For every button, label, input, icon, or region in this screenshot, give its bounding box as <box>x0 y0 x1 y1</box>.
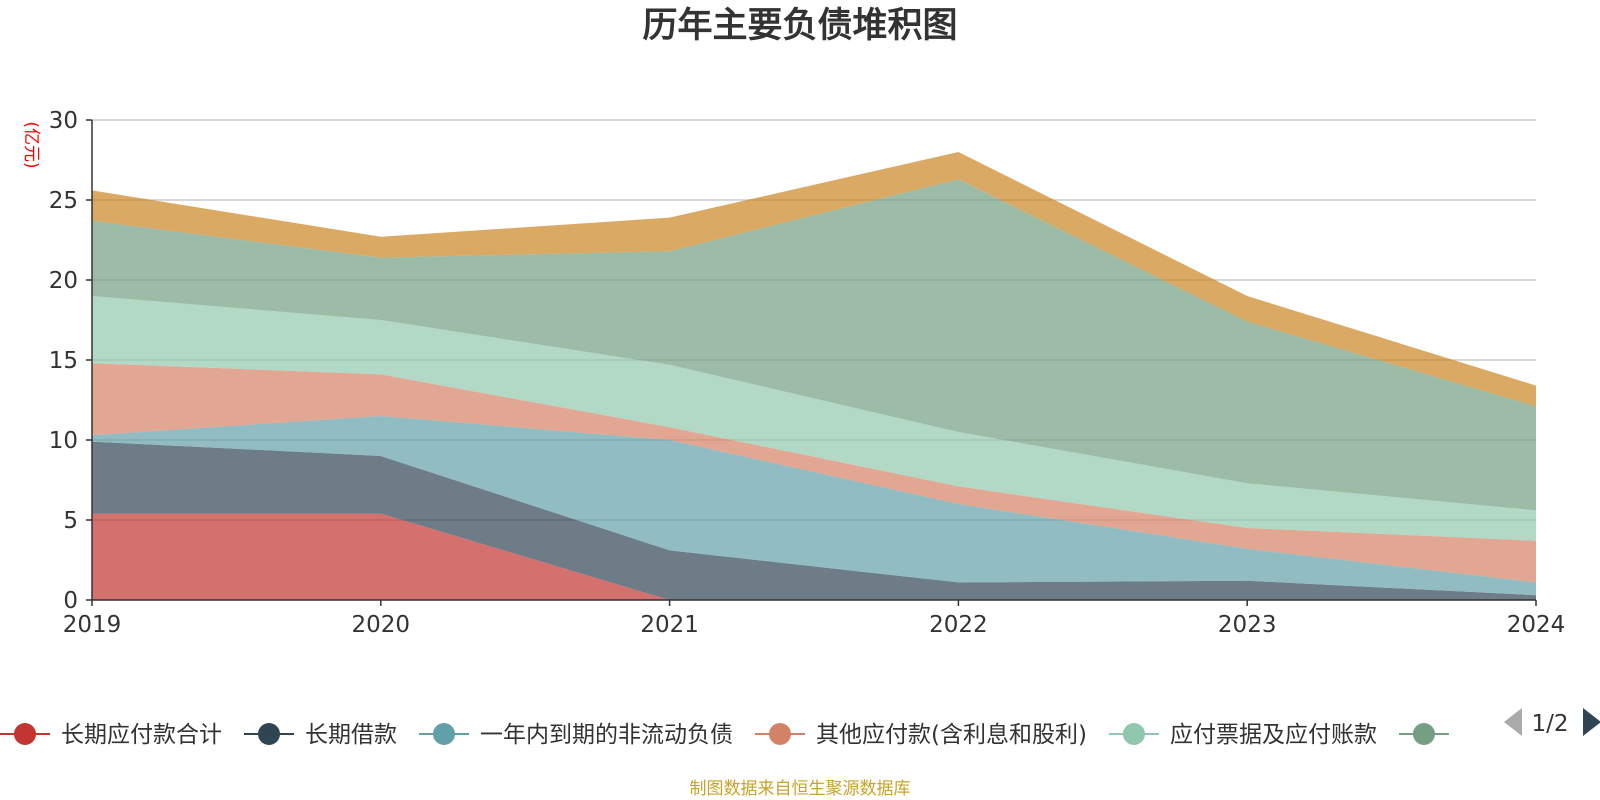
legend-item-5[interactable] <box>1398 723 1449 745</box>
x-tick-label: 2022 <box>929 612 988 638</box>
legend-marker-icon <box>433 723 455 745</box>
legend-label: 长期应付款合计 <box>61 722 222 748</box>
legend-marker-icon <box>258 723 280 745</box>
area-series-0[interactable] <box>92 513 1536 600</box>
legend: 长期应付款合计 长期借款 一年内到期的非流动负债 其他应付款(含利息和股利) 应付票据及… <box>0 722 1449 748</box>
y-tick-label: 30 <box>49 108 78 134</box>
legend-marker-icon <box>1122 723 1145 745</box>
x-tick-label: 2020 <box>352 612 411 638</box>
data-source-note: 制图数据来自恒生聚源数据库 <box>690 779 911 799</box>
axes: 0 5 10 15 20 25 30 2019 2020 2021 2022 2023 2024 <box>49 108 1566 638</box>
y-unit-label: (亿元) <box>21 121 41 168</box>
legend-marker-icon <box>769 723 791 745</box>
legend-page-indicator: 1/2 <box>1531 711 1568 737</box>
y-tick-label: 0 <box>63 588 78 614</box>
legend-label: 应付票据及应付账款 <box>1170 722 1377 748</box>
y-tick-label: 10 <box>49 428 78 454</box>
x-tick-label: 2024 <box>1507 612 1566 638</box>
y-tick-label: 20 <box>49 268 78 294</box>
x-tick-label: 2023 <box>1218 612 1277 638</box>
x-tick-label: 2019 <box>63 612 122 638</box>
legend-item-3[interactable]: 其他应付款(含利息和股利) <box>755 722 1087 748</box>
area-series-1[interactable] <box>92 441 1536 600</box>
legend-marker-icon <box>14 723 36 745</box>
y-tick-label: 15 <box>49 348 78 374</box>
area-series-2[interactable] <box>92 416 1536 596</box>
legend-marker-icon <box>1412 723 1435 745</box>
stacked-areas <box>92 152 1536 600</box>
legend-item-1[interactable]: 长期借款 <box>244 722 397 748</box>
legend-pager: 1/2 <box>1504 708 1600 737</box>
legend-prev-icon[interactable] <box>1504 708 1522 736</box>
area-series-3[interactable] <box>92 363 1536 583</box>
area-series-5[interactable] <box>92 179 1536 511</box>
legend-item-4[interactable]: 应付票据及应付账款 <box>1108 722 1377 748</box>
legend-next-icon[interactable] <box>1583 708 1600 736</box>
chart-title: 历年主要负债堆积图 <box>642 6 957 46</box>
legend-label: 长期借款 <box>305 722 397 748</box>
legend-label: 一年内到期的非流动负债 <box>480 722 733 748</box>
area-series-6[interactable] <box>92 152 1536 407</box>
y-tick-label: 5 <box>63 508 78 534</box>
area-series-4[interactable] <box>92 296 1536 541</box>
y-tick-label: 25 <box>49 188 78 214</box>
legend-label: 其他应付款(含利息和股利) <box>816 722 1087 748</box>
x-tick-label: 2021 <box>640 612 699 638</box>
legend-item-2[interactable]: 一年内到期的非流动负债 <box>419 722 733 748</box>
legend-item-0[interactable]: 长期应付款合计 <box>0 722 222 748</box>
